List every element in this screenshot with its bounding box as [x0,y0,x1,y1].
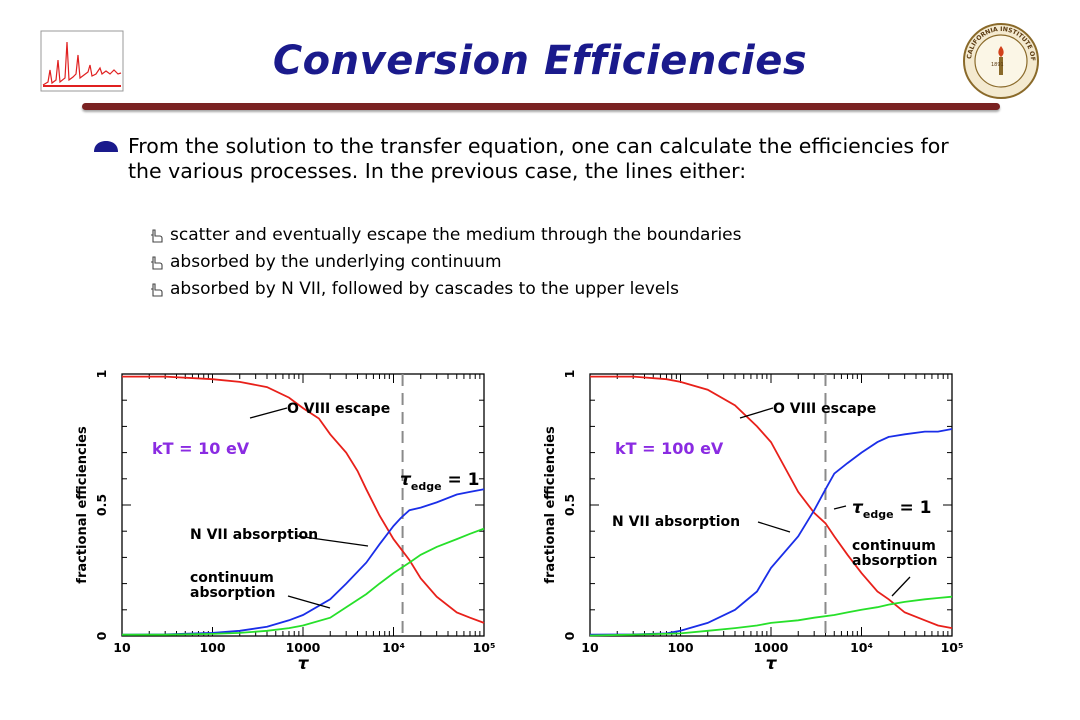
x-tick-label: 10⁵ [473,640,496,655]
title-divider [82,103,1000,110]
chart-svg: 10 100 1000 10⁴ 10⁵ 0 0.5 1 τ fractional efficien… [75,370,496,674]
series-label: N VII absorption [190,527,318,543]
y-tick-label: 0 [94,631,109,640]
series-line [590,375,953,629]
kT-annotation: kT = 10 eV [152,439,250,458]
x-tick-label: 100 [199,640,225,655]
y-tick-label: 1 [562,370,577,379]
list-item: absorbed by the underlying continuum [148,249,968,276]
series-line [122,527,485,636]
y-tick-label: 0.5 [562,494,577,516]
sub-bullet-text: absorbed by the underlying continuum [170,252,502,272]
y-axis-label: fractional efficiencies [75,426,90,584]
kT-annotation: kT = 100 eV [615,439,724,458]
x-tick-label: 10 [113,640,131,655]
label-leader [891,576,911,597]
hand-pointer-icon [151,256,163,270]
hand-pointer-icon [151,229,163,243]
efficiency-chart-kT100: 10 100 1000 10⁴ 10⁵ 0 0.5 1 τ fractional efficien… [540,356,970,696]
series-label: absorption [852,553,937,569]
x-tick-label: 10 [581,640,599,655]
series-line [122,375,485,624]
series-label: absorption [190,585,275,601]
main-bullet: From the solution to the transfer equati… [92,134,972,184]
label-leader [739,407,774,419]
y-tick-label: 1 [94,370,109,379]
bullet-marker-icon [94,141,118,152]
y-tick-label: 0 [562,631,577,640]
series-label: continuum [190,570,274,586]
sub-bullet-list: scatter and eventually escape the medium… [148,222,968,303]
main-bullet-text: From the solution to the transfer equati… [128,134,949,183]
x-tick-label: 1000 [754,640,789,655]
tau-edge-label: τedge = 1 [852,498,931,521]
page-title: Conversion Efficiencies [272,38,808,84]
series-line [589,595,953,637]
sub-bullet-text: absorbed by N VII, followed by cascades … [170,279,679,299]
efficiency-chart-kT10: 10 100 1000 10⁴ 10⁵ 0 0.5 1 τ fractional efficien… [72,356,502,696]
chart-svg: 10 100 1000 10⁴ 10⁵ 0 0.5 1 τ fractional efficien… [543,370,964,674]
series-label: O VIII escape [287,401,390,417]
label-leader [249,407,288,419]
list-item: scatter and eventually escape the medium… [148,222,968,249]
y-tick-label: 0.5 [94,494,109,516]
label-leader [287,595,331,609]
x-axis-label: τ [298,654,310,674]
series-line [589,428,953,636]
series-label: O VIII escape [773,401,876,417]
x-tick-label: 10⁵ [941,640,964,655]
seal-year: 1891 [991,62,1004,68]
series-label: continuum [852,538,936,554]
series-line [121,488,485,636]
x-tick-label: 100 [667,640,693,655]
y-axis-label: fractional efficiencies [543,426,558,584]
sub-bullet-text: scatter and eventually escape the medium… [170,225,742,245]
x-tick-label: 10⁴ [850,640,873,655]
label-leader [757,521,791,533]
x-axis-label: τ [766,654,778,674]
spectrum-thumbnail-icon [40,30,124,92]
list-item: absorbed by N VII, followed by cascades … [148,276,968,303]
series-label: N VII absorption [612,514,740,530]
label-leader [833,505,847,510]
caltech-seal-logo: CALIFORNIA INSTITUTE OF TECHNOLOGY 1891 [962,22,1039,99]
label-leader [296,535,369,547]
x-tick-label: 10⁴ [382,640,405,655]
hand-pointer-icon [151,283,163,297]
x-tick-label: 1000 [286,640,321,655]
tau-edge-label: τedge = 1 [400,470,479,493]
